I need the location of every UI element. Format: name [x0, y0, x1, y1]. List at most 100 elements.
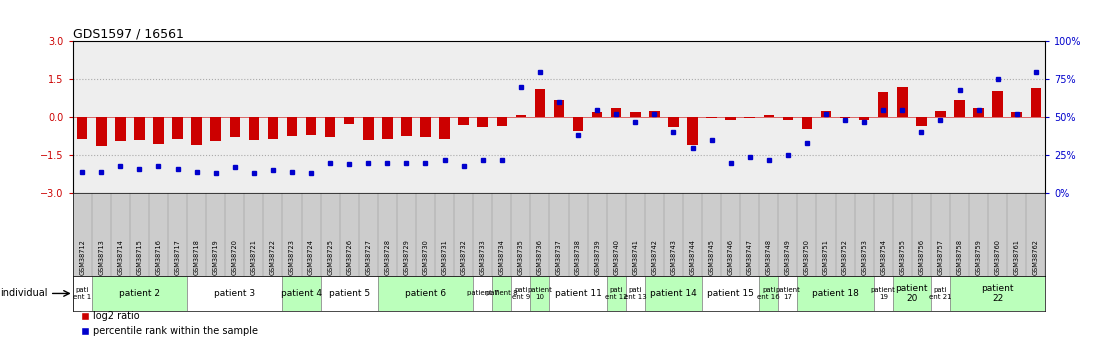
Bar: [134, 117, 144, 140]
Text: GSM38748: GSM38748: [766, 239, 771, 275]
Text: GSM38742: GSM38742: [652, 239, 657, 275]
Bar: [935, 111, 946, 117]
Text: GSM38738: GSM38738: [575, 239, 581, 275]
Text: GSM38745: GSM38745: [709, 239, 714, 275]
Bar: [153, 117, 163, 144]
Text: GSM38714: GSM38714: [117, 239, 123, 275]
Bar: [759, 276, 778, 310]
Bar: [439, 117, 449, 139]
Bar: [477, 117, 487, 127]
Legend: log2 ratio, percentile rank within the sample: log2 ratio, percentile rank within the s…: [77, 307, 262, 340]
Bar: [530, 276, 549, 310]
Bar: [553, 99, 565, 117]
Text: GSM38741: GSM38741: [633, 239, 638, 275]
Text: pati
ent 9: pati ent 9: [512, 287, 530, 300]
Text: patient 7: patient 7: [467, 290, 499, 296]
Bar: [401, 117, 411, 136]
Bar: [378, 276, 473, 310]
Bar: [745, 117, 755, 118]
Text: GSM38757: GSM38757: [937, 239, 944, 275]
Text: GSM38754: GSM38754: [880, 239, 887, 275]
Bar: [115, 117, 125, 141]
Bar: [702, 276, 759, 310]
Bar: [626, 276, 645, 310]
Text: GSM38715: GSM38715: [136, 239, 142, 275]
Bar: [669, 117, 679, 127]
Bar: [248, 117, 259, 140]
Text: GSM38728: GSM38728: [385, 239, 390, 275]
Bar: [515, 115, 527, 117]
Text: GSM38737: GSM38737: [556, 239, 562, 275]
Text: GDS1597 / 16561: GDS1597 / 16561: [73, 27, 183, 40]
Text: patient 8: patient 8: [486, 290, 518, 296]
Bar: [688, 117, 698, 145]
Text: GSM38725: GSM38725: [328, 239, 333, 275]
Text: GSM38750: GSM38750: [804, 239, 809, 275]
Text: GSM38727: GSM38727: [366, 239, 371, 275]
Text: GSM38752: GSM38752: [842, 239, 849, 275]
Text: patient 3: patient 3: [215, 289, 255, 298]
Text: GSM38723: GSM38723: [288, 239, 295, 275]
Bar: [1012, 112, 1022, 117]
Bar: [286, 117, 297, 136]
Bar: [631, 112, 641, 117]
Bar: [229, 117, 240, 137]
Text: GSM38762: GSM38762: [1033, 239, 1039, 275]
Text: GSM38731: GSM38731: [442, 239, 447, 275]
Bar: [492, 276, 511, 310]
Text: GSM38713: GSM38713: [98, 239, 104, 275]
Text: patient 14: patient 14: [650, 289, 697, 298]
Text: GSM38756: GSM38756: [918, 239, 925, 275]
Bar: [325, 117, 335, 137]
Bar: [344, 117, 354, 124]
Bar: [496, 117, 508, 126]
Bar: [974, 108, 984, 117]
Bar: [645, 276, 702, 310]
Bar: [73, 276, 92, 310]
Bar: [420, 117, 430, 137]
Text: GSM38755: GSM38755: [899, 239, 906, 275]
Bar: [821, 111, 832, 117]
Text: GSM38729: GSM38729: [404, 239, 409, 275]
Bar: [993, 91, 1003, 117]
Bar: [840, 117, 851, 118]
Text: patient 18: patient 18: [812, 289, 859, 298]
Text: GSM38736: GSM38736: [537, 239, 543, 275]
Bar: [916, 117, 927, 126]
Bar: [764, 115, 774, 117]
Bar: [473, 276, 492, 310]
Text: GSM38718: GSM38718: [193, 239, 200, 275]
Bar: [283, 276, 321, 310]
Bar: [650, 111, 660, 117]
Bar: [191, 117, 202, 145]
Bar: [534, 89, 546, 117]
Bar: [549, 276, 607, 310]
Bar: [878, 92, 889, 117]
Bar: [897, 87, 908, 117]
Text: patient
17: patient 17: [776, 287, 800, 300]
Bar: [955, 99, 965, 117]
Text: GSM38751: GSM38751: [823, 239, 830, 275]
Text: GSM38730: GSM38730: [423, 239, 428, 275]
Bar: [607, 276, 626, 310]
Text: patient 5: patient 5: [329, 289, 370, 298]
Text: GSM38719: GSM38719: [212, 239, 219, 275]
Text: patient 6: patient 6: [405, 289, 446, 298]
Bar: [873, 276, 893, 310]
Bar: [187, 276, 283, 310]
Bar: [783, 117, 793, 120]
Text: GSM38717: GSM38717: [174, 239, 181, 275]
Text: pati
ent 13: pati ent 13: [624, 287, 646, 300]
Bar: [267, 117, 278, 139]
Text: GSM38732: GSM38732: [461, 239, 466, 275]
Bar: [859, 117, 870, 120]
Text: GSM38749: GSM38749: [785, 239, 790, 275]
Text: GSM38735: GSM38735: [518, 239, 524, 275]
Text: GSM38746: GSM38746: [728, 239, 733, 275]
Text: GSM38744: GSM38744: [690, 239, 695, 275]
Bar: [92, 276, 187, 310]
Text: patient
19: patient 19: [871, 287, 896, 300]
Text: individual: individual: [0, 288, 48, 298]
Text: GSM38743: GSM38743: [671, 239, 676, 275]
Bar: [306, 117, 316, 135]
